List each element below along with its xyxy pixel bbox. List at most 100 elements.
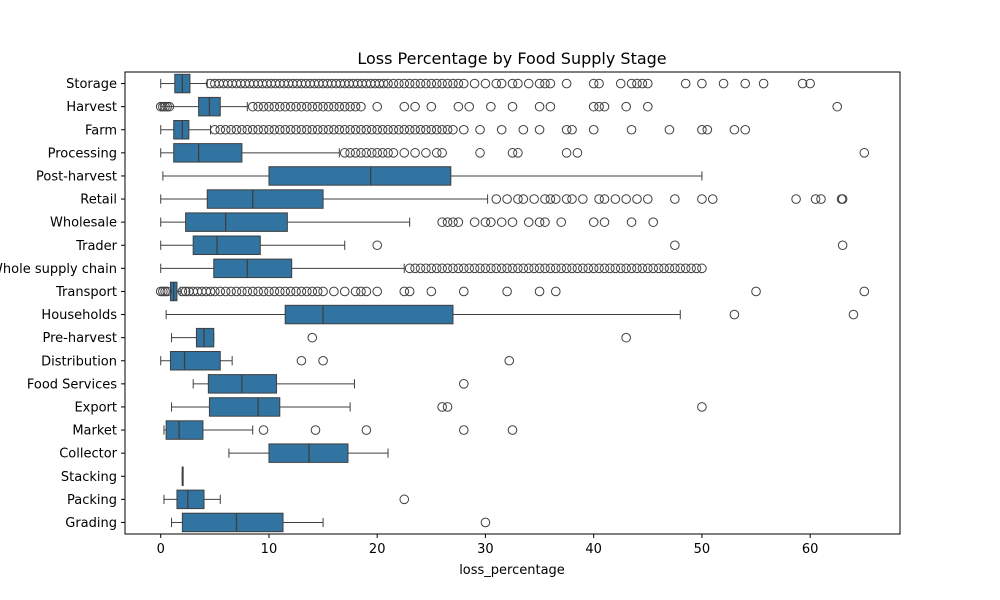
- outlier-point: [491, 194, 502, 204]
- box-harvest: [155, 96, 843, 117]
- outlier-point: [486, 217, 496, 227]
- outlier-point: [205, 286, 216, 297]
- outlier-point: [594, 194, 604, 204]
- outlier-point: [486, 101, 496, 112]
- outlier-point: [670, 194, 680, 204]
- outlier-point: [691, 263, 702, 274]
- outlier-point: [318, 355, 328, 366]
- outlier-point: [540, 217, 550, 227]
- box-transport: [155, 281, 870, 302]
- outlier-point: [269, 124, 280, 135]
- outlier-point: [475, 148, 485, 158]
- outlier-point: [258, 101, 269, 112]
- outlier-point: [378, 78, 389, 89]
- y-tick-label-retail: Retail: [80, 193, 117, 208]
- outlier-point: [448, 78, 458, 89]
- outlier-point: [507, 263, 518, 274]
- outlier-point: [372, 240, 382, 251]
- outlier-point: [307, 332, 318, 343]
- outlier-point: [437, 402, 447, 412]
- outlier-point: [534, 78, 545, 89]
- outlier-point: [442, 124, 453, 135]
- outlier-point: [242, 286, 253, 297]
- box-iqr: [192, 235, 261, 255]
- outlier-point: [253, 286, 263, 297]
- outlier-point: [160, 286, 170, 297]
- outlier-point: [615, 263, 626, 274]
- outlier-point: [626, 217, 637, 227]
- outlier-point: [426, 286, 437, 297]
- outlier-point: [421, 263, 431, 274]
- outlier-point: [491, 263, 502, 274]
- outlier-point: [797, 78, 808, 89]
- outlier-point: [158, 286, 168, 297]
- outlier-point: [426, 263, 437, 274]
- y-tick-label-distribution: Distribution: [41, 354, 117, 369]
- box-whole-supply-chain: [160, 258, 707, 279]
- box-retail: [160, 189, 848, 209]
- outlier-point: [550, 194, 561, 204]
- outlier-point: [670, 240, 680, 251]
- outlier-point: [253, 124, 263, 135]
- outlier-point: [377, 148, 388, 158]
- box-distribution: [160, 351, 515, 371]
- outlier-point: [626, 124, 637, 135]
- outlier-point: [296, 124, 307, 135]
- outlier-point: [345, 124, 355, 135]
- outlier-point: [334, 101, 345, 112]
- box-export: [171, 397, 707, 417]
- outlier-point: [583, 263, 594, 274]
- outlier-point: [469, 217, 480, 227]
- box-farm: [160, 120, 751, 140]
- outlier-point: [231, 124, 242, 135]
- outlier-point: [253, 101, 263, 112]
- outlier-point: [318, 101, 328, 112]
- outlier-point: [426, 78, 437, 89]
- outlier-point: [480, 217, 491, 227]
- outlier-point: [653, 263, 664, 274]
- outlier-point: [475, 263, 485, 274]
- outlier-point: [791, 194, 801, 204]
- outlier-point: [496, 217, 507, 227]
- outlier-point: [361, 286, 372, 297]
- y-tick-label-farm: Farm: [85, 123, 117, 138]
- outlier-point: [361, 425, 372, 435]
- outlier-point: [448, 124, 458, 135]
- outlier-point: [518, 263, 529, 274]
- box-pre-harvest: [171, 327, 631, 348]
- outlier-point: [545, 194, 556, 204]
- outlier-point: [805, 78, 815, 89]
- outlier-point: [458, 124, 469, 135]
- outlier-point: [529, 263, 539, 274]
- outlier-point: [264, 101, 274, 112]
- outlier-point: [307, 124, 318, 135]
- outlier-point: [729, 309, 740, 320]
- outlier-point: [410, 101, 420, 112]
- outlier-point: [561, 194, 572, 204]
- outlier-point: [339, 286, 350, 297]
- x-tick-label: 10: [261, 542, 278, 557]
- outlier-point: [599, 101, 610, 112]
- outlier-point: [621, 194, 631, 204]
- outlier-point: [339, 124, 350, 135]
- outlier-point: [697, 124, 707, 135]
- outlier-point: [599, 194, 610, 204]
- outlier-point: [437, 148, 447, 158]
- outlier-point: [680, 263, 691, 274]
- outlier-point: [442, 263, 453, 274]
- outlier-point: [431, 124, 442, 135]
- outlier-point: [594, 78, 604, 89]
- outlier-point: [410, 78, 420, 89]
- outlier-point: [372, 286, 382, 297]
- y-tick-label-collector: Collector: [59, 447, 117, 462]
- outlier-point: [442, 78, 453, 89]
- outlier-point: [697, 263, 707, 274]
- outlier-point: [291, 286, 301, 297]
- box-stacking: [181, 466, 184, 486]
- outlier-point: [426, 124, 437, 135]
- outlier-point: [837, 194, 848, 204]
- outlier-point: [410, 263, 420, 274]
- outlier-point: [675, 263, 686, 274]
- outlier-point: [496, 124, 507, 135]
- outlier-point: [545, 78, 556, 89]
